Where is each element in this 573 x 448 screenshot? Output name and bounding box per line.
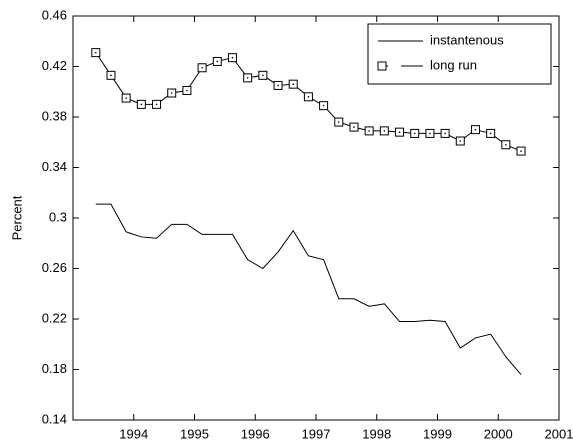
marker-dot — [368, 130, 370, 132]
marker-dot — [444, 132, 446, 135]
legend-label: instantenous — [430, 32, 504, 47]
marker-dot — [337, 121, 340, 123]
y-tick-label: 0.3 — [49, 209, 67, 224]
marker-dot — [140, 103, 143, 106]
y-tick-label: 0.46 — [42, 7, 67, 22]
marker-dot — [246, 77, 249, 79]
marker-dot — [231, 56, 234, 59]
marker-dot — [459, 140, 462, 142]
legend-marker — [377, 61, 387, 71]
marker-dot — [398, 131, 401, 133]
marker-dot — [277, 84, 279, 87]
marker-dot — [186, 89, 188, 92]
legend-label: long run — [430, 57, 477, 72]
marker-dot — [474, 128, 477, 131]
plot-frame — [72, 15, 560, 421]
y-tick-label: 0.38 — [42, 108, 67, 123]
x-tick-label: 1995 — [180, 426, 209, 441]
marker-dot — [307, 96, 310, 98]
y-tick-label: 0.26 — [42, 260, 67, 275]
marker-dot — [429, 132, 431, 135]
marker-dot — [489, 132, 492, 135]
y-tick-label: 0.22 — [42, 310, 67, 325]
marker-dot — [413, 132, 416, 135]
marker-dot — [110, 74, 112, 77]
marker-dot — [292, 83, 295, 85]
x-tick-label: 2000 — [484, 426, 513, 441]
y-tick-label: 0.18 — [42, 361, 67, 376]
marker-dot — [170, 92, 173, 94]
x-tick-label: 1999 — [423, 426, 452, 441]
marker-dot — [262, 74, 264, 77]
x-tick-label: 1994 — [119, 426, 148, 441]
marker-dot — [353, 126, 355, 128]
x-tick-label: 2001 — [545, 426, 573, 441]
marker-dot — [125, 97, 127, 99]
marker-dot — [520, 150, 522, 152]
marker-dot — [94, 51, 97, 54]
y-tick-label: 0.34 — [42, 159, 67, 174]
series-line — [95, 203, 522, 375]
y-tick-label: 0.14 — [42, 411, 67, 426]
marker-dot — [322, 104, 325, 107]
y-axis-label: Percent — [9, 195, 24, 240]
marker-dot — [383, 130, 386, 132]
marker-dot — [216, 60, 219, 63]
x-tick-label: 1997 — [302, 426, 331, 441]
x-tick-label: 1998 — [362, 426, 391, 441]
marker-dot — [201, 66, 203, 69]
marker-dot — [155, 103, 158, 106]
y-tick-label: 0.42 — [42, 58, 67, 73]
x-tick-label: 1996 — [241, 426, 270, 441]
legend-box — [367, 23, 552, 85]
marker-dot — [505, 143, 507, 146]
